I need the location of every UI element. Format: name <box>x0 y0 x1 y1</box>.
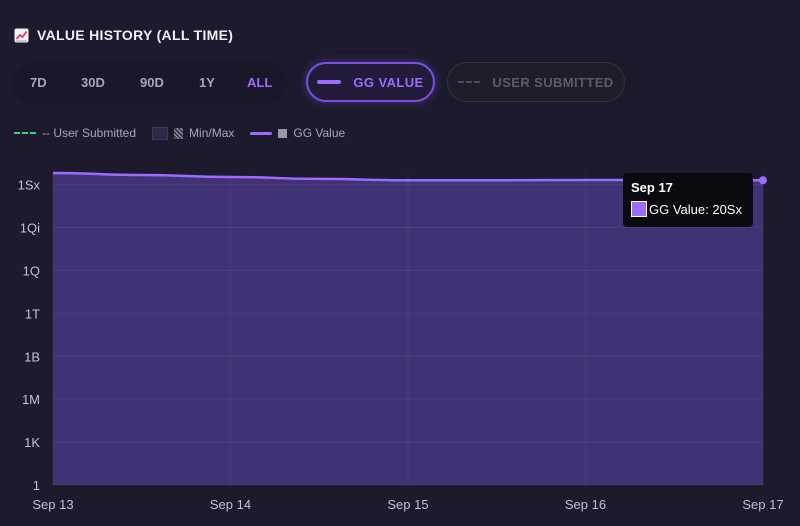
range-7d-button[interactable]: 7D <box>30 75 47 90</box>
gg-value-point[interactable] <box>759 176 767 185</box>
x-tick-label: Sep 14 <box>210 497 251 512</box>
y-tick-label: 1T <box>25 306 40 321</box>
time-range-selector: 7D 30D 90D 1Y ALL <box>12 62 287 104</box>
y-tick-label: 1M <box>22 392 40 407</box>
gg-value-area <box>53 173 763 485</box>
chart-legend: -- User Submitted Min/Max GG Value <box>14 126 361 140</box>
legend-gg-value[interactable]: GG Value <box>250 126 345 140</box>
user-submitted-dash-swatch <box>458 81 481 83</box>
chart-gridlines <box>52 172 764 486</box>
tooltip-date: Sep 17 <box>631 180 673 195</box>
y-axis: 1 1K 1M 1B 1T 1Q 1Qi 1Sx <box>18 178 41 493</box>
y-tick-label: 1Qi <box>20 221 40 236</box>
x-tick-label: Sep 15 <box>387 497 428 512</box>
y-tick-label: 1Q <box>23 263 40 278</box>
square-icon <box>278 128 288 138</box>
x-tick-label: Sep 16 <box>565 497 606 512</box>
y-tick-label: 1Sx <box>18 178 41 193</box>
solid-line-icon <box>250 131 273 135</box>
range-1y-button[interactable]: 1Y <box>199 75 215 90</box>
x-axis: Sep 13 Sep 14 Sep 15 Sep 16 Sep 17 <box>32 497 783 512</box>
tooltip-color-swatch <box>631 201 647 217</box>
dashed-line-icon <box>14 132 36 134</box>
y-tick-label: 1B <box>24 349 40 364</box>
y-tick-label: 1K <box>24 435 40 450</box>
range-30d-button[interactable]: 30D <box>81 75 105 90</box>
chart-header: VALUE HISTORY (ALL TIME) <box>14 27 233 43</box>
chart-increasing-icon <box>14 28 29 42</box>
chart-tooltip: Sep 17 GG Value: 20Sx <box>623 173 753 227</box>
user-submitted-toggle-label: USER SUBMITTED <box>492 74 614 90</box>
user-submitted-toggle[interactable]: USER SUBMITTED <box>447 62 625 102</box>
range-90d-button[interactable]: 90D <box>140 75 164 90</box>
x-tick-label: Sep 17 <box>742 497 783 512</box>
legend-user-submitted-label: -- User Submitted <box>42 126 137 140</box>
tooltip-value: GG Value: 20Sx <box>649 201 742 217</box>
x-tick-label: Sep 13 <box>32 497 73 512</box>
gg-value-line-swatch <box>317 80 342 84</box>
legend-min-max-label: Min/Max <box>189 126 235 140</box>
legend-user-submitted[interactable]: -- User Submitted <box>14 126 136 140</box>
gg-value-toggle[interactable]: GG VALUE <box>306 62 435 102</box>
range-box-icon <box>152 126 169 140</box>
hatch-icon <box>174 127 184 139</box>
y-tick-label: 1 <box>33 478 40 493</box>
range-all-button[interactable]: ALL <box>247 75 273 90</box>
gg-value-toggle-label: GG VALUE <box>353 74 424 90</box>
legend-min-max[interactable]: Min/Max <box>152 126 234 140</box>
chart-title: VALUE HISTORY (ALL TIME) <box>37 27 234 43</box>
legend-gg-value-label: GG Value <box>293 126 346 140</box>
